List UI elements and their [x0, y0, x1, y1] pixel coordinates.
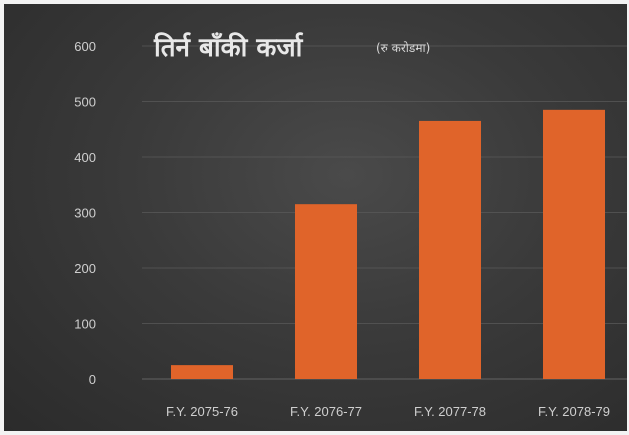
x-category-label: F.Y. 2076-77 — [290, 404, 362, 419]
chart-subtitle: (रु करोडमा) — [376, 41, 430, 55]
x-axis-categories: F.Y. 2075-76 F.Y. 2076-77 F.Y. 2077-78 F.Y.… — [166, 404, 610, 419]
bar — [295, 204, 357, 379]
y-tick-label: 100 — [74, 317, 96, 332]
y-tick-label: 200 — [74, 261, 96, 276]
bar — [419, 120, 481, 380]
bar — [171, 365, 233, 379]
chart-frame: 0 100 200 300 400 500 600 F.Y. 2075-76 F.Y. 207… — [4, 4, 627, 431]
y-tick-label: 600 — [74, 39, 96, 54]
chart-title: तिर्न बाँकी कर्जा — [153, 32, 304, 63]
y-tick-label: 400 — [74, 150, 96, 165]
bars — [171, 109, 605, 380]
y-axis-ticks: 0 100 200 300 400 500 600 — [74, 39, 96, 387]
x-category-label: F.Y. 2075-76 — [166, 404, 238, 419]
bar — [543, 109, 605, 379]
x-category-label: F.Y. 2077-78 — [414, 404, 486, 419]
y-tick-label: 500 — [74, 95, 96, 110]
y-tick-label: 300 — [74, 206, 96, 221]
y-tick-label: 0 — [89, 372, 96, 387]
x-category-label: F.Y. 2078-79 — [538, 404, 610, 419]
